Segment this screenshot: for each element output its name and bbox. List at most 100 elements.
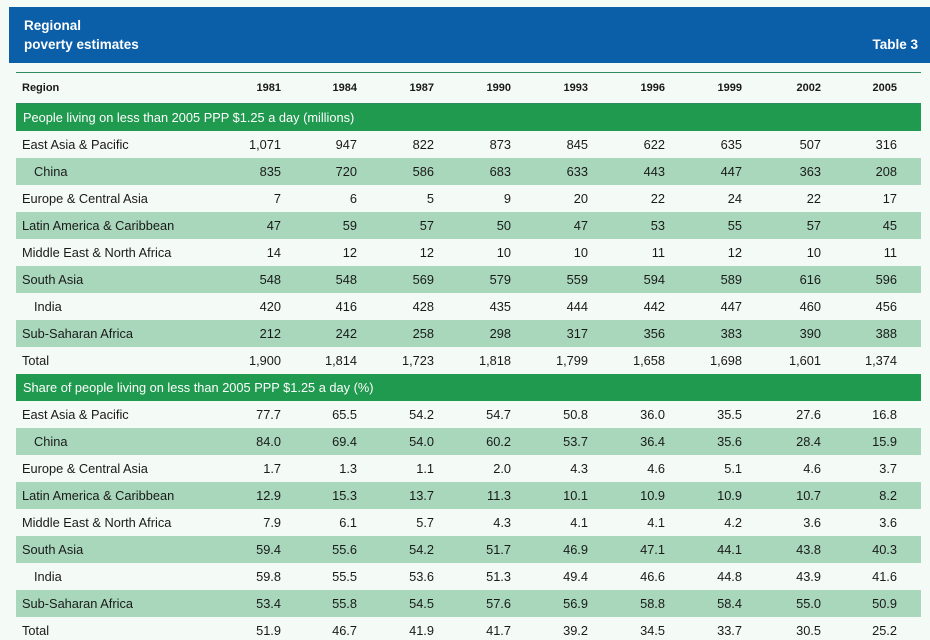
value-cell: 1,601 — [788, 353, 821, 368]
column-header-region: Region — [22, 82, 60, 94]
value-cell: 13.7 — [409, 488, 434, 503]
value-cell: 356 — [643, 326, 665, 341]
region-label: Europe & Central Asia — [22, 461, 148, 476]
value-cell: 46.6 — [640, 569, 665, 584]
value-cell: 507 — [799, 137, 821, 152]
value-cell: 12 — [727, 245, 742, 260]
value-cell: 27.6 — [796, 407, 821, 422]
value-cell: 10 — [496, 245, 511, 260]
value-cell: 1.3 — [339, 461, 357, 476]
value-cell: 36.4 — [640, 434, 665, 449]
section-header: People living on less than 2005 PPP $1.2… — [16, 104, 921, 131]
value-cell: 442 — [643, 299, 665, 314]
value-cell: 15.3 — [332, 488, 357, 503]
value-cell: 6 — [349, 191, 357, 206]
value-cell: 298 — [489, 326, 511, 341]
value-cell: 35.5 — [717, 407, 742, 422]
value-cell: 57.6 — [486, 596, 511, 611]
value-cell: 1,698 — [709, 353, 742, 368]
value-cell: 11 — [883, 245, 897, 260]
value-cell: 43.8 — [796, 542, 821, 557]
column-header-year: 1996 — [640, 82, 665, 94]
value-cell: 4.1 — [647, 515, 665, 530]
value-cell: 53.7 — [563, 434, 588, 449]
table-row: India 59.8 55.5 53.6 51.3 49.4 46.6 44.8 43.9 41.… — [16, 563, 921, 590]
column-header-year: 1984 — [332, 82, 357, 94]
table-row: Sub-Saharan Africa 53.4 55.8 54.5 57.6 56.9 58… — [16, 590, 921, 617]
value-cell: 55.8 — [332, 596, 357, 611]
value-cell: 10 — [806, 245, 821, 260]
value-cell: 55.5 — [332, 569, 357, 584]
value-cell: 22 — [806, 191, 821, 206]
value-cell: 50 — [496, 218, 511, 233]
value-cell: 47 — [266, 218, 281, 233]
value-cell: 4.1 — [570, 515, 588, 530]
column-header-year: 1993 — [563, 82, 588, 94]
value-cell: 50.9 — [872, 596, 897, 611]
table-row: Europe & Central Asia 1.7 1.3 1.1 2.0 4.3 4.6 5… — [16, 455, 921, 482]
table-row: India 420 416 428 435 444 442 447 460 456 — [16, 293, 921, 320]
value-cell: 416 — [335, 299, 357, 314]
region-label: Europe & Central Asia — [22, 191, 148, 206]
region-label: Middle East & North Africa — [22, 515, 172, 530]
value-cell: 45 — [882, 218, 897, 233]
value-cell: 54.7 — [486, 407, 511, 422]
table-row: Europe & Central Asia 7 6 5 9 20 22 24 22 17 — [16, 185, 921, 212]
value-cell: 58.8 — [640, 596, 665, 611]
column-header-year: 2005 — [872, 82, 897, 94]
value-cell: 30.5 — [796, 623, 821, 638]
value-cell: 4.2 — [724, 515, 742, 530]
value-cell: 8.2 — [879, 488, 897, 503]
region-label: China — [34, 164, 68, 179]
value-cell: 435 — [489, 299, 511, 314]
value-cell: 54.2 — [409, 542, 434, 557]
value-cell: 51.9 — [256, 623, 281, 638]
column-header-year: 1999 — [717, 82, 742, 94]
value-cell: 443 — [643, 164, 665, 179]
value-cell: 316 — [875, 137, 897, 152]
value-cell: 44.8 — [717, 569, 742, 584]
value-cell: 390 — [799, 326, 821, 341]
value-cell: 10.7 — [796, 488, 821, 503]
region-label: Total — [22, 353, 50, 368]
value-cell: 1,071 — [248, 137, 281, 152]
value-cell: 383 — [720, 326, 742, 341]
value-cell: 447 — [720, 164, 742, 179]
value-cell: 53.4 — [256, 596, 281, 611]
value-cell: 420 — [259, 299, 281, 314]
value-cell: 873 — [489, 137, 511, 152]
table-title: Regional poverty estimates — [24, 16, 139, 54]
region-label: South Asia — [22, 272, 84, 287]
value-cell: 28.4 — [796, 434, 821, 449]
table-row: Middle East & North Africa 14 12 12 10 10 11 12… — [16, 239, 921, 266]
value-cell: 1,799 — [555, 353, 588, 368]
value-cell: 20 — [573, 191, 588, 206]
table-header-banner: Regional poverty estimates Table 3 — [9, 7, 930, 63]
value-cell: 635 — [720, 137, 742, 152]
value-cell: 242 — [335, 326, 357, 341]
value-cell: 947 — [335, 137, 357, 152]
value-cell: 456 — [875, 299, 897, 314]
table-row: South Asia 59.4 55.6 54.2 51.7 46.9 47.1 44.1 43… — [16, 536, 921, 563]
value-cell: 3.7 — [879, 461, 897, 476]
region-label: Sub-Saharan Africa — [22, 326, 133, 341]
table-row: Latin America & Caribbean 47 59 57 50 47 53 55 5… — [16, 212, 921, 239]
table-title-line-2: poverty estimates — [24, 37, 139, 52]
value-cell: 59.8 — [256, 569, 281, 584]
value-cell: 11.3 — [487, 488, 511, 503]
value-cell: 208 — [875, 164, 897, 179]
region-label: East Asia & Pacific — [22, 407, 129, 422]
value-cell: 84.0 — [256, 434, 281, 449]
region-label: Sub-Saharan Africa — [22, 596, 133, 611]
region-label: China — [34, 434, 68, 449]
value-cell: 586 — [412, 164, 434, 179]
value-cell: 822 — [412, 137, 434, 152]
value-cell: 33.7 — [717, 623, 742, 638]
value-cell: 3.6 — [879, 515, 897, 530]
value-cell: 616 — [799, 272, 821, 287]
value-cell: 14 — [266, 245, 281, 260]
table-header-row: Region 1981 1984 1987 1990 1993 1996 1999 2002 20… — [16, 73, 921, 104]
value-cell: 25.2 — [872, 623, 897, 638]
value-cell: 845 — [566, 137, 588, 152]
column-header-year: 2002 — [796, 82, 821, 94]
